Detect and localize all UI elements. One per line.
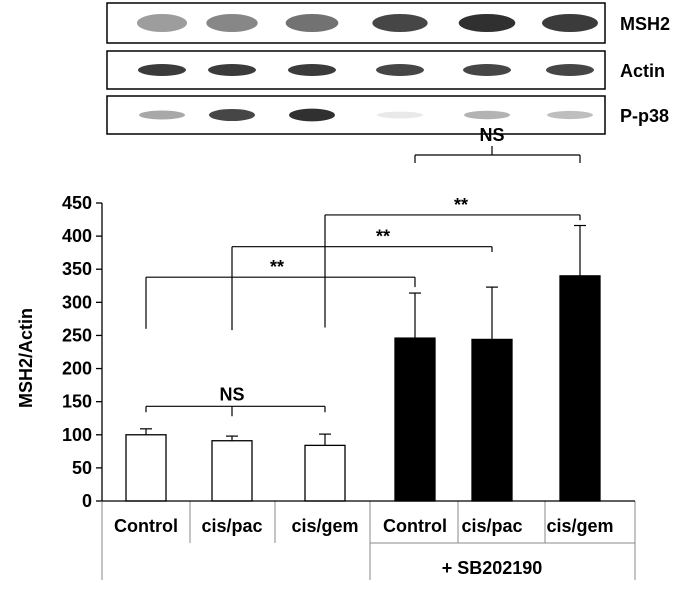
blot-band [458, 14, 516, 32]
blot-panel [106, 2, 606, 44]
bar [394, 337, 436, 502]
x-categories: Control cis/pac cis/gem Control cis/pac cis/g… [101, 501, 636, 580]
blot-panel [106, 95, 606, 135]
blot-band [377, 111, 423, 119]
blot-panel [106, 50, 606, 90]
y-axis-label: MSH2/Actin [16, 308, 36, 408]
blot-band [542, 14, 598, 32]
y-tick-label: 150 [62, 392, 92, 412]
blot-label: P-p38 [620, 106, 669, 126]
blot-label: Actin [620, 61, 665, 81]
blot-label: MSH2 [620, 14, 670, 34]
blot-band [138, 64, 186, 76]
significance-label: NS [219, 384, 244, 404]
blot-band [547, 110, 593, 120]
blot-band [208, 64, 256, 76]
blot-band [289, 108, 335, 122]
x-category-label: Control [383, 516, 447, 536]
bars [125, 224, 601, 502]
bar-chart: MSH2/Actin 0 50 100 150 200 250 300 350 400 450 C… [16, 125, 636, 580]
blot-band [288, 64, 336, 76]
bar [304, 444, 346, 502]
bar [125, 434, 167, 502]
blot-band [136, 14, 188, 32]
x-category-label: cis/gem [546, 516, 613, 536]
blot-band [285, 14, 339, 32]
western-blots: MSH2 Actin P-p38 [106, 2, 670, 135]
significance-label: ** [376, 227, 390, 247]
blot-band [139, 110, 185, 120]
significance-brackets: ** ** ** NS NS [145, 125, 581, 417]
y-ticks: 0 50 100 150 200 250 300 350 400 450 [62, 193, 102, 511]
blot-band [546, 64, 594, 76]
y-tick-label: 200 [62, 359, 92, 379]
y-tick-label: 450 [62, 193, 92, 213]
significance-label: NS [479, 125, 504, 145]
bar [211, 440, 253, 502]
y-tick-label: 0 [82, 491, 92, 511]
bar [559, 275, 601, 502]
blot-band [372, 14, 428, 32]
x-category-label: Control [114, 516, 178, 536]
significance-label: ** [270, 257, 284, 277]
significance-label: ** [454, 195, 468, 215]
y-tick-label: 300 [62, 292, 92, 312]
blot-band [464, 110, 510, 120]
blot-band [463, 64, 511, 76]
y-tick-label: 400 [62, 226, 92, 246]
blot-band [206, 14, 258, 32]
x-category-label: cis/pac [201, 516, 262, 536]
blot-band [376, 64, 424, 76]
bar [471, 338, 513, 502]
y-tick-label: 350 [62, 259, 92, 279]
y-tick-label: 100 [62, 425, 92, 445]
blot-band [209, 108, 255, 122]
y-tick-label: 50 [72, 458, 92, 478]
x-category-label: cis/gem [291, 516, 358, 536]
y-tick-label: 250 [62, 325, 92, 345]
x-category-label: cis/pac [461, 516, 522, 536]
group-label: + SB202190 [442, 558, 543, 578]
